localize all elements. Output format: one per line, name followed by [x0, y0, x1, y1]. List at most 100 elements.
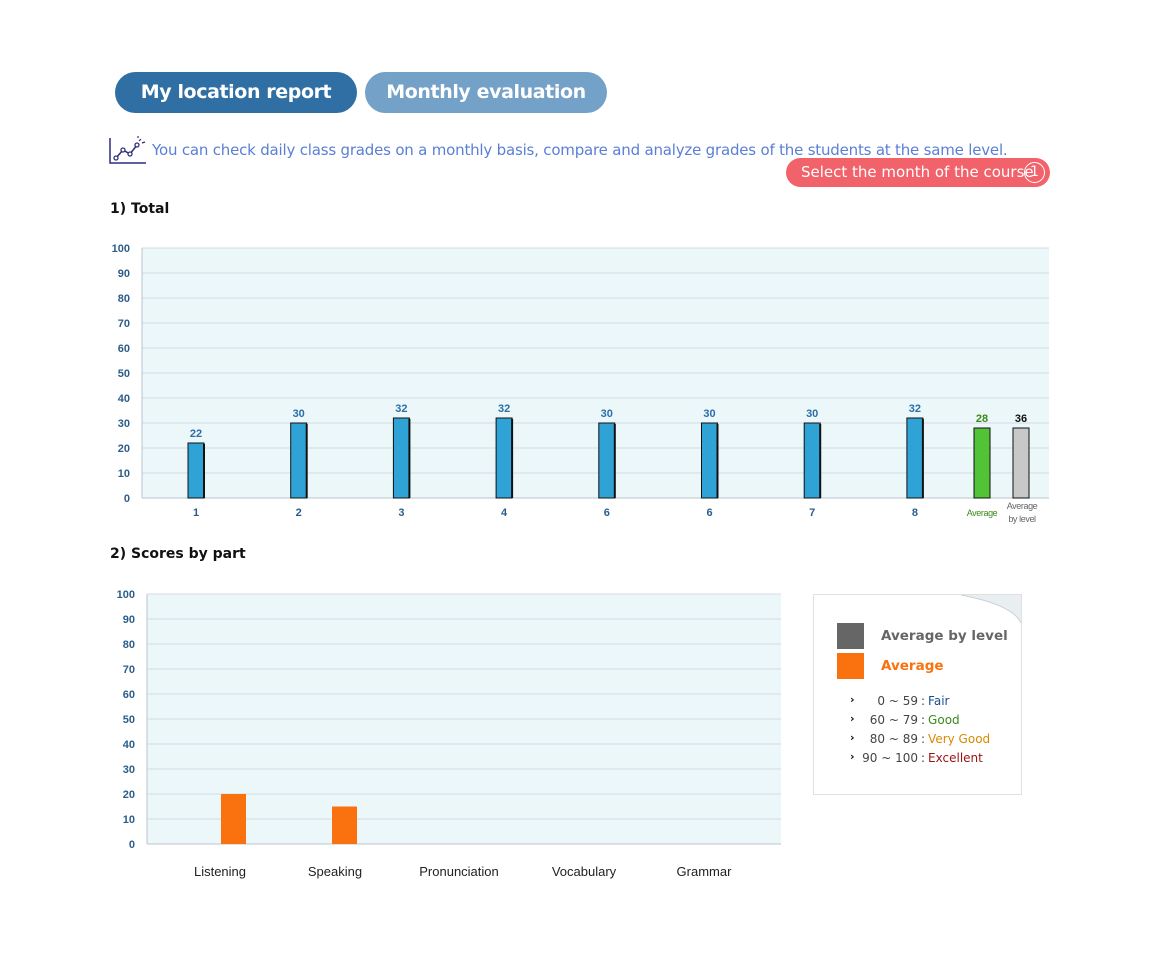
- bar-class: [187, 442, 205, 499]
- bar-class-shadow: [819, 424, 822, 498]
- legend-range-item: › 0 ~ 59: Fair: [850, 693, 950, 708]
- legend-range-label: Fair: [928, 694, 950, 708]
- legend-range-label: Very Good: [928, 732, 991, 746]
- x-tick-label: Vocabulary: [552, 864, 617, 879]
- bar-value-label: 36: [1015, 413, 1027, 425]
- bar-value-label: 28: [976, 413, 988, 425]
- x-tick-label: Listening: [194, 864, 246, 879]
- bar-value-label: 32: [395, 403, 407, 415]
- tab-monthly-evaluation[interactable]: Monthly evaluation: [365, 72, 607, 113]
- y-tick-label: 80: [118, 293, 130, 305]
- bar-class: [598, 422, 616, 499]
- bar-class-shadow: [305, 424, 308, 498]
- bar-class-shadow: [511, 419, 514, 498]
- y-tick-label: 100: [117, 589, 135, 601]
- bar-value-label: 32: [498, 403, 510, 415]
- y-tick-label: 70: [123, 664, 135, 676]
- x-tick-label: by level: [1008, 514, 1036, 524]
- y-tick-label: 90: [118, 268, 130, 280]
- chevron-right-icon: ›: [850, 712, 855, 725]
- bar-value-label: 30: [703, 408, 715, 420]
- month-number-badge: 1: [1024, 162, 1045, 183]
- x-tick-label: 8: [912, 507, 918, 519]
- parts-chart: 0 10 20 30 40 50 60 70 80 90 100 Listening Speaking P…: [117, 589, 781, 879]
- chevron-right-icon: ›: [850, 693, 855, 706]
- x-tick-label: 2: [296, 507, 302, 519]
- legend-label-average-by-level: Average by level: [881, 628, 1008, 644]
- x-tick-label: 4: [501, 507, 508, 519]
- bar-class-shadow: [613, 424, 616, 498]
- bar-class: [290, 422, 308, 499]
- section-title-parts: 2) Scores by part: [110, 546, 246, 562]
- y-tick-label: 20: [123, 789, 135, 801]
- x-tick-label: Average: [967, 508, 998, 518]
- y-tick-label: 50: [123, 714, 135, 726]
- bar-value-label: 30: [806, 408, 818, 420]
- x-tick-label: 3: [398, 507, 404, 519]
- select-month-button[interactable]: Select the month of the course 1: [786, 158, 1050, 187]
- x-tick-label: 6: [706, 507, 712, 519]
- y-tick-label: 90: [123, 614, 135, 626]
- bar-class-shadow: [921, 419, 924, 498]
- legend-swatch-average: [837, 653, 864, 679]
- select-month-label: Select the month of the course: [801, 163, 1034, 181]
- page-curl-decoration: [961, 595, 1021, 624]
- y-tick-label: 60: [118, 343, 130, 355]
- bar-value-label: 32: [909, 403, 921, 415]
- legend-range-item: › 90 ~ 100: Excellent: [850, 750, 983, 765]
- x-tick-label: 6: [604, 507, 610, 519]
- legend-range-item: › 80 ~ 89: Very Good: [850, 731, 991, 746]
- chart-trend-icon: [109, 136, 146, 164]
- bar-value-label: 30: [293, 408, 305, 420]
- legend-range-label: Excellent: [928, 751, 983, 765]
- x-tick-label: 7: [809, 507, 815, 519]
- y-tick-label: 10: [123, 814, 135, 826]
- bar-value-label: 22: [190, 428, 202, 440]
- bar-class-shadow: [203, 444, 205, 498]
- y-tick-label: 10: [118, 468, 130, 480]
- x-tick-label: Speaking: [308, 864, 362, 879]
- legend-swatch-average-by-level: [837, 623, 864, 649]
- bar-part-average: [332, 806, 357, 844]
- info-text: You can check daily class grades on a mo…: [152, 141, 1008, 159]
- score-legend: Average by level Average › 0 ~ 59: Fair › 6…: [813, 594, 1022, 795]
- y-tick-label: 0: [124, 493, 130, 505]
- y-tick-label: 40: [123, 739, 135, 751]
- bar-class: [906, 417, 924, 499]
- legend-range-value: 90 ~ 100: [862, 751, 918, 765]
- y-tick-label: 60: [123, 689, 135, 701]
- bar-class: [803, 422, 821, 499]
- x-tick-label: 1: [193, 507, 199, 519]
- bar-value-label: 30: [601, 408, 613, 420]
- y-tick-label: 20: [118, 443, 130, 455]
- legend-label-average: Average: [881, 658, 944, 674]
- y-tick-label: 30: [118, 418, 130, 430]
- bar-class: [701, 422, 718, 499]
- bar-class: [495, 417, 513, 499]
- y-tick-label: 30: [123, 764, 135, 776]
- bar-class-shadow: [408, 419, 411, 498]
- bar-average: [973, 427, 991, 499]
- bar-class: [392, 417, 410, 499]
- x-tick-label: Average: [1007, 501, 1038, 511]
- legend-range-value: 80 ~ 89: [869, 732, 918, 746]
- y-tick-label: 40: [118, 393, 130, 405]
- y-tick-label: 50: [118, 368, 130, 380]
- section-title-total: 1) Total: [110, 201, 170, 217]
- total-chart: 0 10 20 30 40 50 60 70 80 90 100 22 1 30 2 32 3 32 4 30 6 30 6…: [112, 243, 1049, 524]
- bar-class-shadow: [716, 424, 719, 498]
- legend-range-label: Good: [928, 713, 960, 727]
- y-tick-label: 80: [123, 639, 135, 651]
- legend-ranges: › 0 ~ 59: Fair › 60 ~ 79: Good › 80 ~ 89: Very…: [850, 693, 991, 770]
- chevron-right-icon: ›: [850, 731, 855, 744]
- bar-average-by-level: [1012, 427, 1030, 499]
- legend-range-value: 60 ~ 79: [869, 713, 918, 727]
- y-tick-label: 0: [129, 839, 135, 851]
- y-tick-label: 70: [118, 318, 130, 330]
- legend-range-item: › 60 ~ 79: Good: [850, 712, 960, 727]
- chevron-right-icon: ›: [850, 750, 855, 763]
- legend-range-value: 0 ~ 59: [877, 694, 918, 708]
- x-tick-label: Grammar: [677, 864, 733, 879]
- tab-my-location-report-card[interactable]: My location report card: [115, 72, 357, 143]
- x-tick-label: Pronunciation: [419, 864, 499, 879]
